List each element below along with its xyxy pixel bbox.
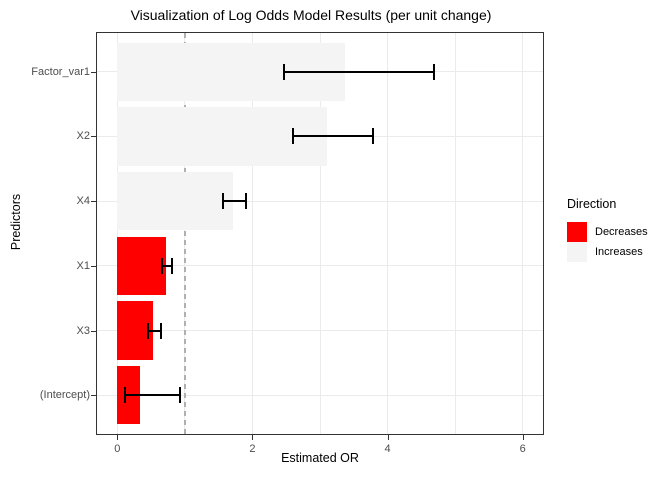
bar-X4 — [117, 172, 233, 231]
y-tick-label-(Intercept): (Intercept) — [39, 389, 90, 402]
x-tick-label-4: 4 — [384, 443, 391, 455]
errorbar-line-X3 — [147, 329, 161, 332]
errorbar-line-Factor_var1 — [283, 70, 435, 73]
chart-title: Visualization of Log Odds Model Results … — [130, 7, 492, 23]
y-tick-X3 — [91, 330, 96, 332]
gridline-x-4 — [387, 33, 389, 434]
y-tick-X1 — [91, 265, 96, 267]
gridline-row-4 — [97, 330, 543, 332]
legend-item-increases: Increases — [567, 242, 648, 262]
legend-title: Direction — [567, 197, 617, 211]
y-tick-(Intercept) — [91, 395, 96, 397]
errorbar-line-X1 — [161, 264, 172, 267]
x-tick-6 — [522, 435, 524, 440]
y-tick-label-X3: X3 — [76, 324, 90, 337]
errorbar-cap-high-X2 — [372, 128, 375, 145]
x-tick-0 — [117, 435, 119, 440]
gridline-x-6 — [522, 33, 524, 434]
errorbar-cap-high-Factor_var1 — [433, 63, 436, 80]
x-tick-label-2: 2 — [249, 443, 256, 455]
errorbar-cap-low-(Intercept) — [124, 387, 127, 404]
y-tick-X2 — [91, 136, 96, 138]
legend-swatch-decreases — [567, 222, 587, 242]
x-tick-4 — [387, 435, 389, 440]
y-tick-Factor_var1 — [91, 71, 96, 73]
plot-panel — [96, 32, 544, 435]
y-tick-label-Factor_var1: Factor_var1 — [31, 65, 90, 78]
y-tick-label-X1: X1 — [76, 259, 90, 272]
errorbar-line-X2 — [292, 135, 374, 138]
legend-item-decreases: Decreases — [567, 222, 648, 242]
errorbar-cap-high-X1 — [171, 257, 173, 274]
errorbar-line-X4 — [223, 200, 246, 203]
x-tick-label-6: 6 — [519, 443, 526, 455]
errorbar-cap-high-(Intercept) — [179, 387, 182, 404]
errorbar-cap-high-X4 — [244, 193, 247, 210]
x-tick-label-0: 0 — [114, 443, 121, 455]
legend: Direction Decreases Increases — [567, 197, 648, 262]
gridline-row-3 — [97, 265, 543, 267]
errorbar-cap-low-X3 — [146, 322, 149, 339]
legend-swatch-increases — [567, 242, 587, 262]
errorbar-cap-high-X3 — [159, 322, 162, 339]
legend-label-increases: Increases — [595, 246, 643, 258]
legend-items: Decreases Increases — [567, 222, 648, 262]
x-axis-title: Estimated OR — [281, 451, 359, 465]
gridline-x-3 — [319, 33, 321, 434]
gridline-row-2 — [97, 200, 543, 202]
y-tick-X4 — [91, 201, 96, 203]
y-tick-label-X4: X4 — [76, 195, 90, 208]
errorbar-cap-low-X4 — [222, 193, 225, 210]
legend-label-decreases: Decreases — [595, 226, 648, 238]
bar-X1 — [117, 236, 166, 295]
errorbar-cap-low-X1 — [160, 257, 163, 274]
errorbar-cap-low-X2 — [291, 128, 294, 145]
errorbar-cap-low-Factor_var1 — [282, 63, 285, 80]
gridline-x-0 — [116, 33, 118, 434]
reference-line-or-1 — [183, 33, 186, 434]
x-tick-2 — [252, 435, 254, 440]
y-tick-label-X2: X2 — [76, 130, 90, 143]
gridline-x-5 — [454, 33, 456, 434]
gridline-row-5 — [97, 394, 543, 396]
gridline-x-2 — [251, 33, 253, 434]
bar-X2 — [117, 107, 327, 166]
errorbar-line-(Intercept) — [125, 394, 181, 397]
